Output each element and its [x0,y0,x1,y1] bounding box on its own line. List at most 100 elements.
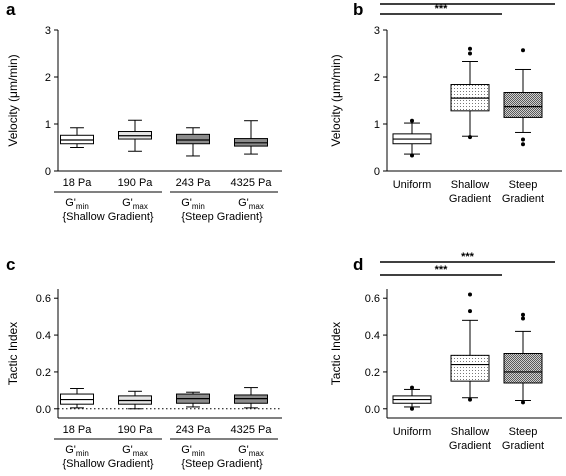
chart-panel-c: c 0.0 0.2 0.4 0.6 Tactic Index 18 Pa 190 Pa 243 … [6,255,282,470]
outlier-point [521,48,525,53]
group-name: {Steep Gradient} [181,458,263,470]
chart-panel-b: b 0 1 2 3 Velocity (μm/min) Uniform Shallow Grad… [329,0,562,205]
x-tick-label: 18 Pa [63,177,93,189]
box-3 [234,120,268,155]
x-tick-label: 4325 Pa [231,424,273,436]
x-tick-label: Shallow [451,426,490,438]
panel-letter: c [6,255,15,274]
y-tick-label: 0.4 [36,330,51,342]
group-name: {Steep Gradient} [181,211,263,223]
outlier-point [468,292,472,297]
x-tick-label: 4325 Pa [231,177,273,189]
x-tick-label: 18 Pa [63,424,93,436]
modulus-label: G'max [122,444,148,458]
box-iqr [503,353,543,384]
outlier-point [468,46,472,51]
panel-letter: a [6,0,16,19]
panel-letter: b [353,0,363,19]
box-2 [503,312,543,405]
box-iqr [450,354,490,382]
x-tick-label: Shallow [451,179,490,191]
modulus-label: G'max [238,444,264,458]
box-0 [392,385,432,411]
outlier-point [410,118,414,123]
y-tick-label: 1 [374,119,380,131]
x-tick-label: Gradient [449,440,491,452]
y-tick-label: 0 [374,166,380,178]
modulus-label: G'min [65,197,89,211]
outlier-point [468,51,472,56]
y-axis-label: Velocity (μm/min) [6,54,20,146]
significance-label: *** [435,264,449,276]
modulus-subscript: max [249,449,264,458]
modulus-label: G'min [65,444,89,458]
y-tick-label: 3 [374,25,380,37]
x-tick-label: 190 Pa [118,424,154,436]
outlier-point [410,406,414,411]
y-tick-label: 0.2 [36,367,51,379]
x-tick-label: 190 Pa [118,177,154,189]
y-axis-label: Tactic Index [6,322,20,385]
modulus-symbol: G' [65,444,76,456]
modulus-symbol: G' [181,197,192,209]
box-2 [176,127,210,157]
box-1 [118,119,152,152]
significance-label: *** [461,251,475,263]
chart-panel-a: a 0 1 2 3 Velocity (μm/min) 18 Pa 190 Pa 243 Pa 4… [6,0,282,223]
box-iqr [503,92,543,118]
significance-label: *** [435,3,449,15]
modulus-symbol: G' [181,444,192,456]
outlier-point [521,316,525,321]
y-tick-label: 2 [45,72,51,84]
group-name: {Shallow Gradient} [62,211,153,223]
y-tick-label: 2 [374,72,380,84]
box-2 [176,391,210,408]
box-2 [503,48,543,147]
modulus-symbol: G' [122,444,133,456]
y-tick-label: 0.2 [365,367,380,379]
modulus-symbol: G' [65,197,76,209]
y-axis-label: Tactic Index [329,322,343,385]
outlier-point [410,385,414,390]
modulus-subscript: min [76,202,89,211]
outlier-point [521,137,525,142]
group-name: {Shallow Gradient} [62,458,153,470]
y-tick-label: 0.6 [36,293,51,305]
y-tick-label: 0.4 [365,330,380,342]
box-1 [450,292,490,402]
x-tick-label: Gradient [449,193,491,205]
x-tick-label: Steep [509,179,538,191]
x-tick-label: 243 Pa [176,424,212,436]
x-tick-label: Uniform [393,426,432,438]
box-0 [392,118,432,158]
box-1 [118,390,152,410]
modulus-subscript: min [76,449,89,458]
y-axis-label: Velocity (μm/min) [329,54,343,146]
outlier-point [468,309,472,314]
outlier-point [521,400,525,405]
x-tick-label: 243 Pa [176,177,212,189]
modulus-label: G'min [181,197,205,211]
y-tick-label: 0.0 [365,404,380,416]
modulus-symbol: G' [238,444,249,456]
outlier-point [410,153,414,158]
modulus-subscript: min [192,449,205,458]
y-tick-label: 0.6 [365,293,380,305]
modulus-label: G'max [238,197,264,211]
modulus-symbol: G' [122,197,133,209]
box-1 [450,46,490,140]
modulus-subscript: min [192,202,205,211]
panel-letter: d [353,255,363,274]
y-tick-label: 0.0 [36,404,51,416]
y-tick-label: 3 [45,25,51,37]
modulus-symbol: G' [238,197,249,209]
x-tick-label: Gradient [502,440,544,452]
modulus-subscript: max [249,202,264,211]
outlier-point [521,142,525,147]
box-0 [60,388,94,409]
box-0 [60,127,94,148]
y-tick-label: 0 [45,166,51,178]
y-tick-label: 1 [45,119,51,131]
outlier-point [468,397,472,402]
